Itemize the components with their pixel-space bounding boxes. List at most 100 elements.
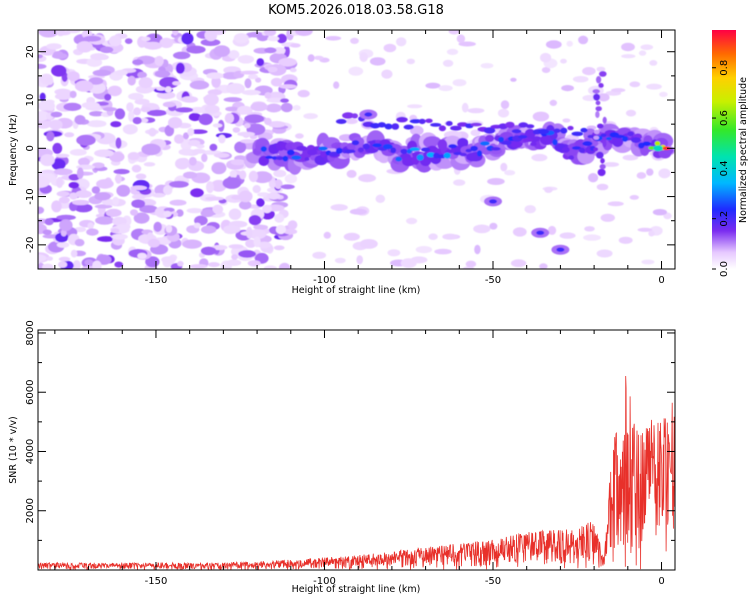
noise-cell bbox=[213, 45, 230, 57]
noise-cell bbox=[128, 110, 135, 122]
noise-cell bbox=[544, 187, 553, 193]
noise-cell bbox=[209, 143, 218, 151]
noise-cell bbox=[359, 239, 378, 249]
x-tick-label: -100 bbox=[313, 576, 336, 587]
noise-cell bbox=[428, 233, 438, 240]
noise-cell bbox=[72, 199, 90, 206]
noise-cell bbox=[147, 109, 167, 117]
noise-cell bbox=[266, 192, 281, 200]
ridge-upper bbox=[560, 127, 568, 134]
noise-cell bbox=[131, 199, 146, 208]
noise-cell bbox=[193, 222, 201, 229]
noise-cell bbox=[156, 86, 166, 91]
ridge-core bbox=[390, 147, 397, 154]
noise-cell bbox=[295, 30, 313, 36]
noise-cell bbox=[78, 157, 90, 166]
noise-cell bbox=[531, 153, 548, 162]
ridge-upper bbox=[546, 125, 554, 131]
noise-cell bbox=[323, 231, 331, 239]
noise-cell bbox=[621, 54, 636, 59]
noise-cell bbox=[228, 244, 244, 249]
noise-cell bbox=[88, 77, 104, 85]
noise-cell bbox=[186, 208, 203, 214]
noise-cell bbox=[245, 239, 257, 248]
noise-cell bbox=[187, 128, 195, 136]
noise-cell bbox=[104, 93, 112, 101]
secondary-blob bbox=[489, 199, 497, 204]
noise-cell bbox=[92, 260, 102, 269]
noise-cell bbox=[648, 230, 655, 237]
colorbar: 0.0 0.2 0.4 0.6 0.8 Normalized spectral ampl… bbox=[712, 30, 749, 277]
noise-cell bbox=[240, 139, 255, 144]
noise-cell bbox=[137, 71, 148, 79]
noise-cell bbox=[229, 170, 238, 179]
ridge-core bbox=[578, 147, 586, 154]
spike bbox=[599, 71, 607, 77]
noise-cell bbox=[163, 185, 173, 196]
noise-cell bbox=[461, 102, 469, 113]
noise-cell bbox=[387, 249, 401, 257]
ridge-core bbox=[614, 134, 625, 139]
ridge-core bbox=[476, 150, 483, 157]
noise-cell bbox=[262, 204, 272, 214]
noise-cell bbox=[130, 185, 148, 191]
noise-cell bbox=[247, 260, 261, 267]
noise-cell bbox=[124, 38, 133, 44]
noise-cell bbox=[343, 232, 360, 241]
noise-cell bbox=[539, 263, 548, 269]
noise-cell bbox=[74, 115, 86, 125]
noise-cell bbox=[212, 204, 224, 215]
noise-cell bbox=[164, 124, 175, 137]
noise-cell bbox=[143, 162, 156, 167]
colorbar-tick-label: 0.0 bbox=[719, 261, 730, 277]
secondary-blob bbox=[364, 112, 373, 117]
noise-cell bbox=[133, 212, 150, 224]
x-tick-label: -150 bbox=[145, 275, 168, 286]
ridge-halo bbox=[444, 135, 461, 148]
noise-cell bbox=[55, 153, 70, 158]
x-tick-label: 0 bbox=[658, 275, 664, 286]
ridge-upper bbox=[391, 123, 400, 130]
noise-cell bbox=[207, 262, 220, 268]
noise-cell bbox=[330, 204, 348, 211]
noise-cell bbox=[140, 106, 151, 113]
noise-cell bbox=[134, 98, 150, 105]
noise-cell bbox=[646, 168, 654, 176]
noise-cell bbox=[175, 107, 194, 113]
noise-cell bbox=[434, 248, 452, 255]
noise-cell bbox=[637, 227, 653, 232]
noise-cell bbox=[204, 104, 220, 114]
noise-cell bbox=[63, 102, 82, 111]
noise-cell bbox=[49, 119, 63, 130]
noise-cell bbox=[200, 209, 215, 218]
noise-cell bbox=[38, 206, 45, 214]
noise-cell bbox=[126, 102, 134, 112]
noise-cell bbox=[87, 222, 94, 230]
colorbar-tick-label: 0.4 bbox=[719, 160, 730, 176]
noise-cell bbox=[218, 134, 226, 144]
noise-cell bbox=[181, 32, 194, 45]
ridge-core bbox=[282, 155, 289, 162]
noise-cell bbox=[244, 78, 252, 89]
noise-cell bbox=[268, 181, 276, 188]
chart-title: KOM5.2026.018.03.58.G18 bbox=[268, 3, 444, 18]
noise-cell bbox=[228, 208, 242, 220]
ridge-core bbox=[362, 143, 370, 150]
noise-cell bbox=[114, 261, 123, 268]
y-tick-label: 8000 bbox=[25, 320, 36, 345]
noise-cell bbox=[111, 233, 128, 240]
noise-cell bbox=[596, 183, 609, 191]
noise-cell bbox=[560, 58, 567, 64]
noise-cell bbox=[596, 66, 606, 72]
noise-cell bbox=[127, 152, 140, 161]
ridge-core bbox=[400, 148, 408, 155]
noise-cell bbox=[99, 46, 114, 54]
noise-cell bbox=[58, 256, 71, 262]
noise-cell bbox=[135, 173, 147, 180]
noise-cell bbox=[225, 106, 239, 112]
noise-cell bbox=[83, 35, 102, 42]
noise-cell bbox=[114, 108, 126, 120]
noise-cell bbox=[264, 117, 272, 126]
ridge-upper bbox=[587, 134, 594, 139]
noise-cell bbox=[473, 224, 491, 234]
